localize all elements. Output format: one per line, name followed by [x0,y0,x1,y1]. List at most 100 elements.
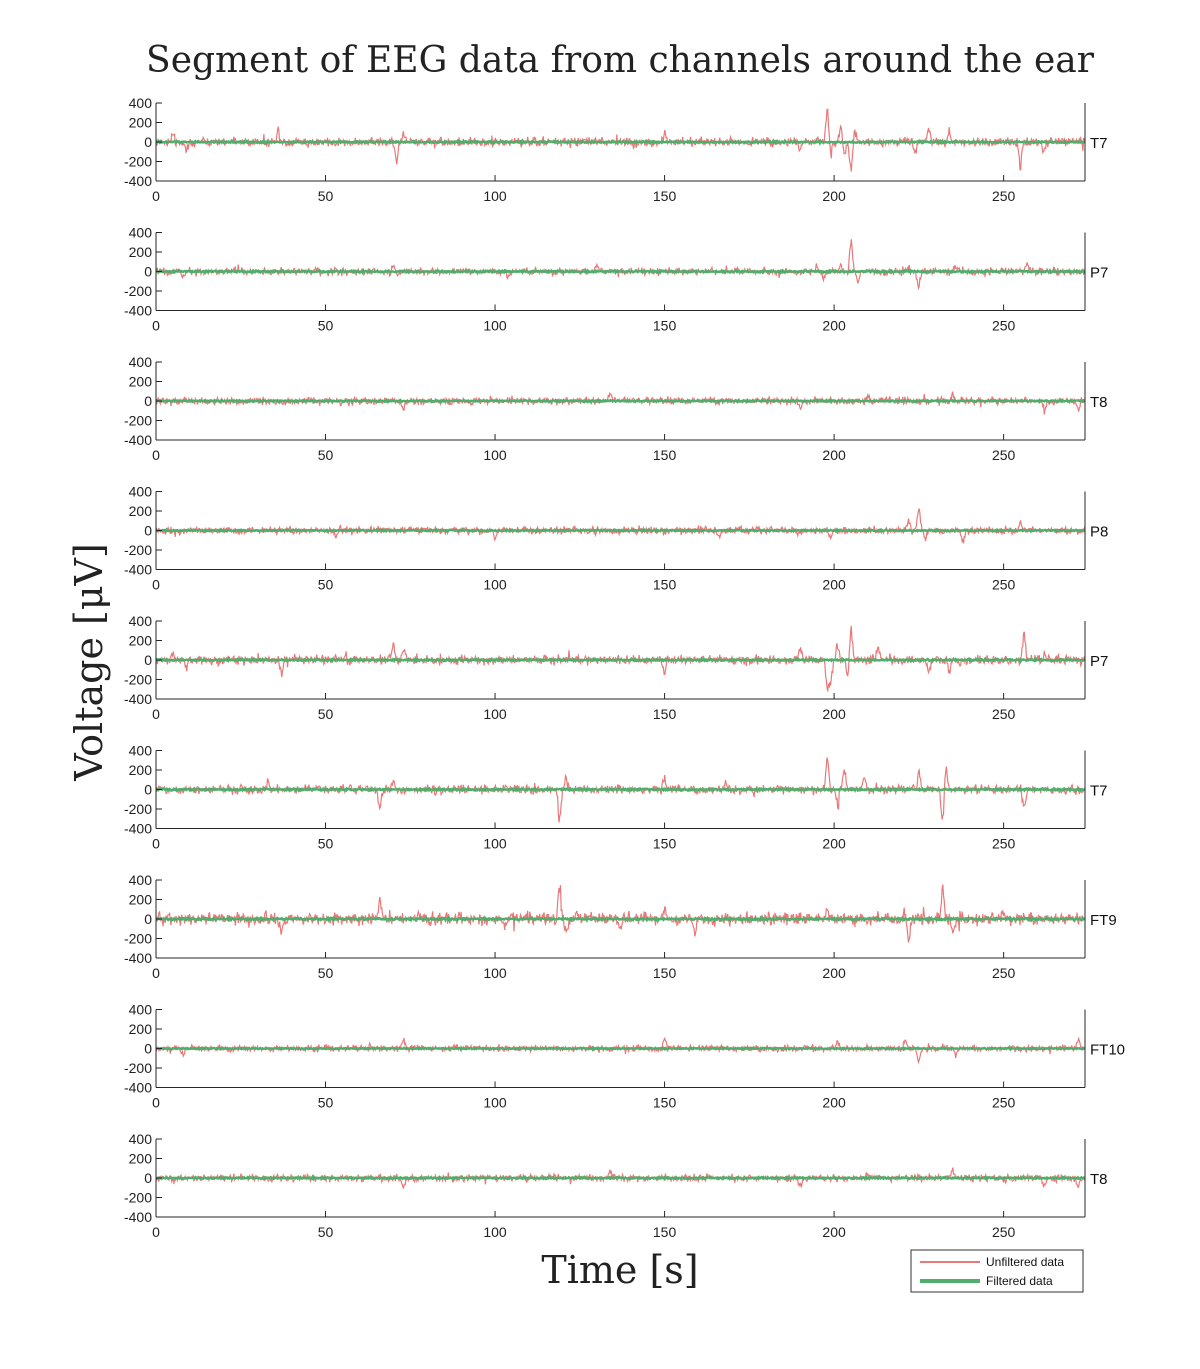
y-tick-label: -200 [124,542,152,558]
chart-title: Segment of EEG data from channels around… [146,40,1095,81]
x-tick-label: 150 [653,965,677,981]
series-filtered-line [156,656,1085,664]
x-tick-label: 250 [992,188,1016,204]
x-tick-label: 100 [483,836,507,852]
y-tick-label: -400 [124,173,152,189]
y-tick-label: -200 [124,1060,152,1076]
y-tick-label: -400 [124,950,152,966]
series-filtered-line [156,527,1085,534]
y-tick-label: 400 [129,225,153,241]
x-tick-label: 0 [152,447,160,463]
x-tick-label: 250 [992,706,1016,722]
series-unfiltered-line [156,884,1085,943]
x-tick-label: 0 [152,965,160,981]
x-tick-label: 150 [653,188,677,204]
y-tick-label: -200 [124,1190,152,1206]
x-tick-label: 150 [653,706,677,722]
channel-label: P8 [1090,524,1108,541]
x-tick-label: 50 [318,318,334,334]
y-tick-label: 0 [144,1170,152,1186]
x-tick-label: 250 [992,1095,1016,1111]
x-tick-label: 100 [483,1224,507,1240]
y-tick-label: -400 [124,1080,152,1096]
series-unfiltered-line [156,508,1085,544]
x-tick-label: 100 [483,1095,507,1111]
x-tick-label: 250 [992,318,1016,334]
series-unfiltered-line [156,390,1085,415]
x-tick-label: 50 [318,706,334,722]
y-tick-label: 400 [129,354,153,370]
channel-label: T7 [1090,135,1108,152]
series-filtered-line [156,138,1085,147]
y-tick-label: 400 [129,95,153,111]
y-tick-label: -200 [124,413,152,429]
x-tick-label: 250 [992,447,1016,463]
x-tick-label: 200 [822,577,846,593]
x-tick-label: 0 [152,577,160,593]
x-axis-label: Time [s] [541,1248,698,1292]
y-tick-label: -400 [124,303,152,319]
x-tick-label: 0 [152,188,160,204]
x-tick-label: 250 [992,577,1016,593]
x-tick-label: 200 [822,188,846,204]
x-tick-label: 200 [822,836,846,852]
y-tick-label: -200 [124,672,152,688]
x-tick-label: 0 [152,706,160,722]
x-tick-label: 50 [318,577,334,593]
y-tick-label: 200 [129,1021,153,1037]
series-filtered-line [156,785,1085,794]
y-tick-label: 200 [129,1151,153,1167]
x-tick-label: 200 [822,447,846,463]
y-tick-label: 200 [129,115,153,131]
x-tick-label: 150 [653,318,677,334]
series-filtered-line [156,268,1085,276]
x-tick-label: 50 [318,188,334,204]
x-tick-label: 50 [318,447,334,463]
x-tick-label: 150 [653,447,677,463]
channel-label: T8 [1090,1171,1108,1188]
x-tick-label: 150 [653,577,677,593]
channel-label: T8 [1090,394,1108,411]
y-tick-label: 200 [129,633,153,649]
y-tick-label: 200 [129,503,153,519]
y-tick-label: 0 [144,652,152,668]
y-tick-label: -200 [124,931,152,947]
x-tick-label: 200 [822,965,846,981]
x-tick-label: 0 [152,1095,160,1111]
x-tick-label: 100 [483,318,507,334]
y-tick-label: 200 [129,892,153,908]
x-tick-label: 100 [483,706,507,722]
series-filtered-line [156,397,1085,405]
y-tick-label: 0 [144,523,152,539]
y-axis-label: Voltage [μV] [67,543,111,782]
y-tick-label: 0 [144,911,152,927]
y-tick-label: -200 [124,283,152,299]
y-tick-label: 0 [144,393,152,409]
channel-label: P7 [1090,653,1108,670]
y-tick-label: -200 [124,154,152,170]
channel-label: P7 [1090,265,1108,282]
x-tick-label: 50 [318,1095,334,1111]
channel-label: FT9 [1090,912,1117,929]
legend-label-unfiltered: Unfiltered data [986,1255,1064,1269]
legend-label-filtered: Filtered data [986,1274,1053,1288]
legend-box [910,1249,1084,1293]
y-tick-label: 400 [129,613,153,629]
x-tick-label: 50 [318,1224,334,1240]
series-filtered-line [156,1045,1085,1052]
x-tick-label: 150 [653,1095,677,1111]
series-filtered-line [156,914,1085,924]
y-tick-label: 400 [129,1131,153,1147]
y-tick-label: 0 [144,782,152,798]
legend: Unfiltered data Filtered data [910,1249,1084,1293]
x-tick-label: 150 [653,836,677,852]
x-tick-label: 200 [822,1095,846,1111]
y-tick-label: 200 [129,244,153,260]
